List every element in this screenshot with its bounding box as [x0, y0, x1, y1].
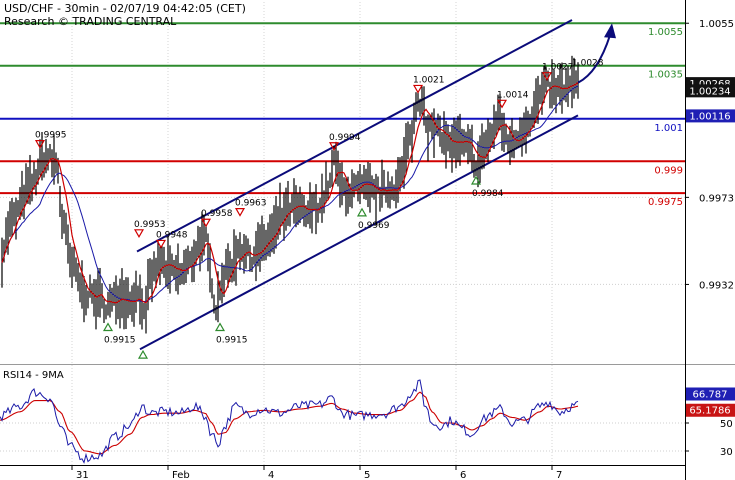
marker-label: 0.9994 [329, 133, 361, 143]
marker-label: 0.9995 [35, 131, 67, 141]
rsi-value-tag-box [686, 387, 735, 401]
rsi-line [0, 379, 579, 464]
x-tick-label: 5 [364, 470, 370, 480]
rsi-value-tag-label: 65.1786 [689, 406, 730, 417]
level-label-pivot: 1.001 [654, 123, 683, 134]
x-tick-label: 31 [76, 470, 89, 480]
resistance-marker-icon [412, 84, 424, 94]
x-tick-label: 7 [556, 470, 562, 480]
resistance-marker-icon [496, 99, 508, 109]
x-tick-label: Feb [172, 470, 190, 480]
y-tick-label: 1.0055 [699, 19, 734, 30]
marker-label: 1.0014 [497, 90, 529, 100]
projection-arrow-shaft [577, 34, 611, 84]
rsi-panel-title: RSI14 - 9MA [3, 370, 64, 381]
chart-title: USD/CHF - 30min - 02/07/19 04:42:05 (CET… [4, 2, 246, 15]
marker-label: 0.9984 [472, 189, 504, 199]
level-label-support: 0.999 [654, 165, 683, 176]
support-marker-icon [214, 322, 226, 332]
rsi-y-tick-label: 50 [720, 419, 733, 430]
x-tick-label: 6 [460, 470, 466, 480]
marker-label: 0.9963 [235, 199, 267, 209]
rsi-y-tick-label: 30 [720, 447, 733, 458]
level-label-support: 0.9975 [648, 197, 683, 208]
rsi-value-tag-label: 66.787 [693, 389, 728, 400]
price-tag-box [686, 84, 735, 98]
marker-label: 1.0028 [572, 59, 604, 69]
channel-lower-line [139, 114, 579, 351]
resistance-marker-icon [234, 208, 246, 217]
y-tick-label: 0.9973 [699, 193, 734, 204]
support-marker-icon [356, 207, 368, 217]
rsi-value-tag-box [686, 403, 735, 417]
marker-label: 0.9948 [156, 230, 188, 240]
research-credit: Research © TRADING CENTRAL [4, 15, 177, 28]
marker-label: 1.0021 [413, 75, 445, 85]
marker-label: 0.9915 [104, 336, 136, 346]
price-tag-label: 1.00234 [689, 86, 730, 97]
y-tick-label: 0.9932 [699, 280, 734, 291]
resistance-marker-icon [541, 72, 553, 81]
resistance-marker-icon [328, 142, 340, 151]
level-label-resistance: 1.0055 [648, 27, 683, 38]
rsi-ma-line [0, 391, 579, 455]
support-marker-icon [137, 349, 149, 359]
marker-label: 0.9958 [201, 209, 233, 219]
x-tick-label: 4 [268, 470, 274, 480]
support-marker-icon [470, 175, 482, 185]
marker-label: 1.0027 [542, 63, 574, 73]
support-marker-icon [102, 322, 114, 332]
price-tag-label: 1.00116 [689, 111, 730, 122]
price-tag-box [686, 109, 735, 123]
marker-label: 0.9953 [134, 220, 166, 230]
resistance-marker-icon [34, 140, 46, 149]
channel-upper-line [136, 19, 573, 253]
marker-label: 0.9915 [216, 336, 248, 346]
resistance-marker-icon [155, 239, 167, 249]
slow-moving-average [1, 85, 579, 302]
projection-arrow-head [604, 23, 616, 39]
marker-label: 0.9969 [358, 221, 390, 231]
resistance-marker-icon [200, 218, 212, 228]
level-label-resistance: 1.0035 [648, 70, 683, 81]
resistance-marker-icon [133, 229, 145, 239]
fast-moving-average [1, 82, 579, 304]
